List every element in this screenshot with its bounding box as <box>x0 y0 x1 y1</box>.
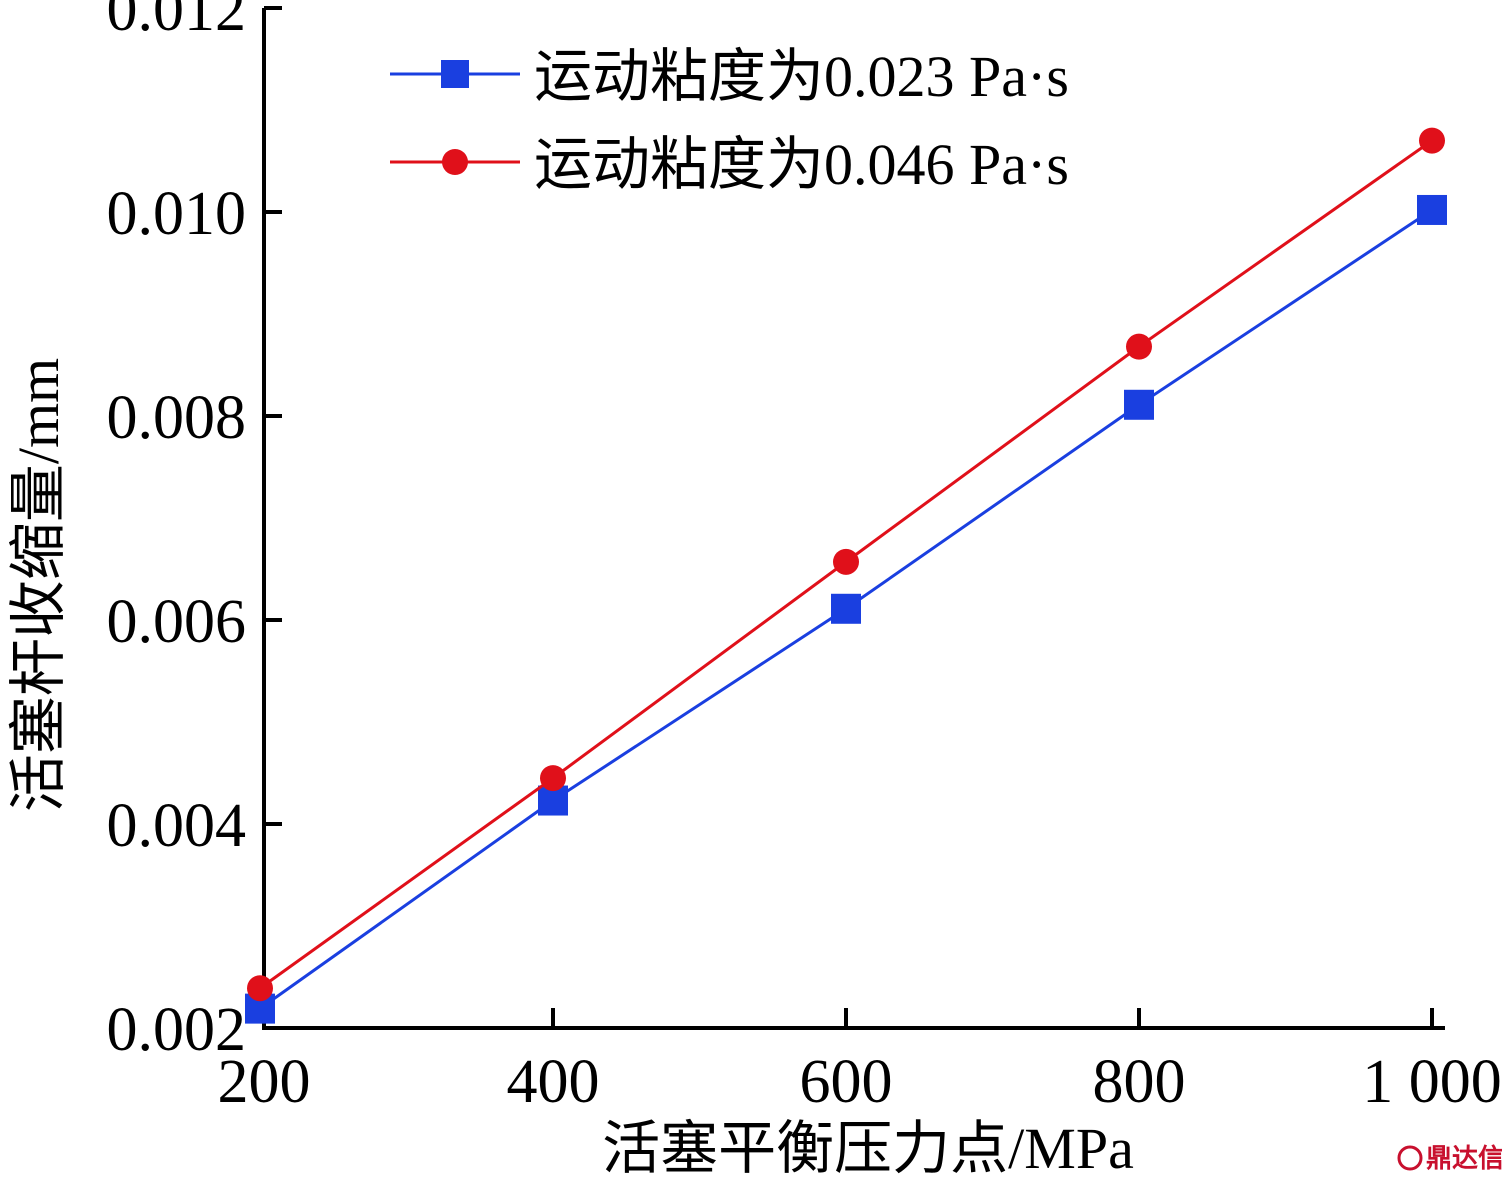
x-axis-title: 活塞平衡压力点/MPa <box>602 1116 1134 1181</box>
data-point-square <box>831 593 861 624</box>
x-tick-label: 800 <box>1093 1048 1186 1116</box>
data-point-circle <box>1126 333 1152 360</box>
data-point-circle <box>540 765 566 792</box>
x-tick-label: 600 <box>800 1048 893 1116</box>
data-point-circle <box>833 548 859 575</box>
y-tick-label: 0.012 <box>107 0 247 44</box>
x-axis-ticks: 200 400 600 800 1 000 <box>218 1008 1502 1116</box>
data-point-square <box>1417 194 1447 225</box>
legend-label-1: 运动粘度为0.023 Pa·s <box>534 44 1069 109</box>
series-layer <box>245 127 1447 1024</box>
watermark: 鼎达信 <box>1397 1144 1502 1174</box>
y-tick-label: 0.002 <box>107 996 247 1064</box>
watermark-logo-icon <box>1397 1145 1423 1171</box>
data-point-circle <box>1419 127 1445 154</box>
y-tick-label: 0.006 <box>107 588 247 656</box>
data-point-circle <box>247 975 273 1002</box>
legend-label-2: 运动粘度为0.046 Pa·s <box>534 132 1069 197</box>
watermark-text: 鼎达信 <box>1426 1144 1502 1174</box>
legend-marker-square <box>441 60 469 88</box>
x-tick-label: 400 <box>507 1048 600 1116</box>
x-tick-label: 200 <box>218 1048 311 1116</box>
y-tick-label: 0.008 <box>107 384 247 452</box>
x-tick-label: 1 000 <box>1362 1048 1502 1116</box>
legend-marker-circle <box>442 149 468 175</box>
y-tick-label: 0.004 <box>107 792 247 860</box>
y-axis-title: 活塞杆收缩量/mm <box>6 358 71 812</box>
y-axis-ticks: 0.002 0.004 0.006 0.008 0.010 0.012 <box>107 0 282 1064</box>
data-point-square <box>1124 389 1154 420</box>
y-tick-label: 0.010 <box>107 180 247 248</box>
chart-axes <box>262 8 1445 1030</box>
legend: 运动粘度为0.023 Pa·s 运动粘度为0.046 Pa·s <box>390 44 1069 197</box>
